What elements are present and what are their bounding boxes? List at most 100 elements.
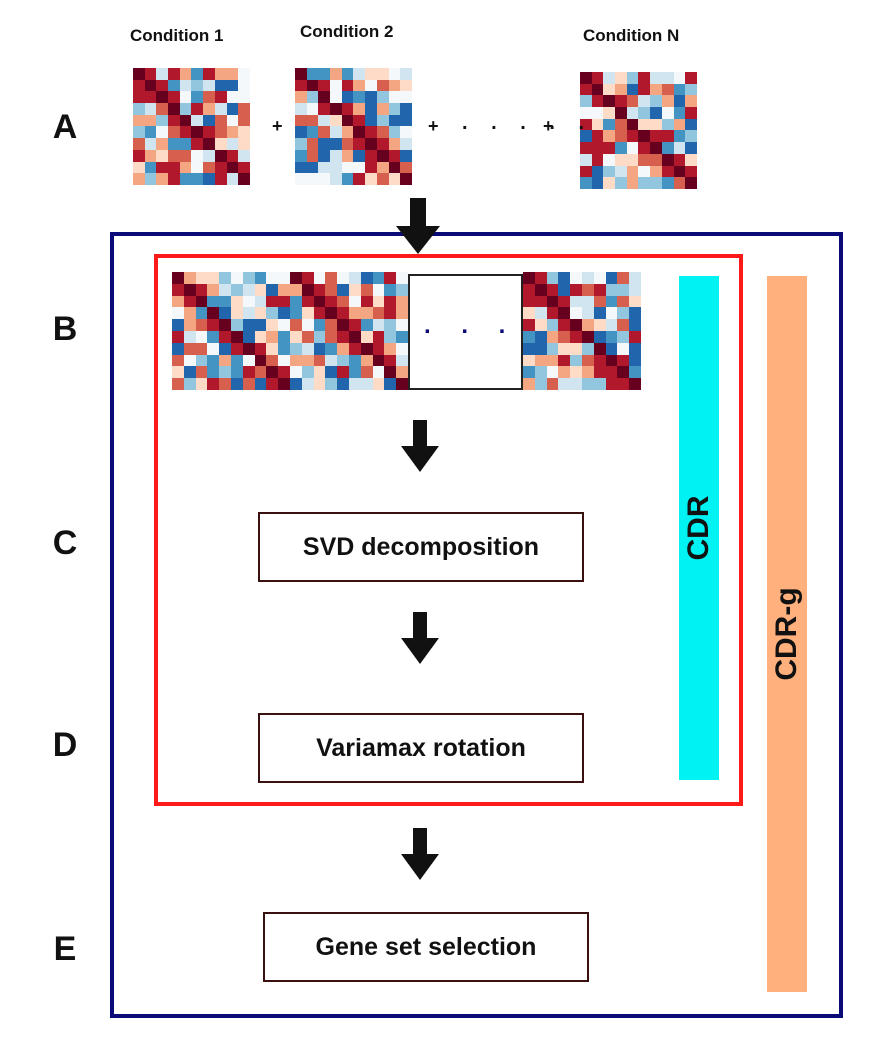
heatmap-cell (685, 142, 697, 154)
heatmap-cell (203, 79, 215, 92)
heatmap-cell (400, 114, 412, 127)
heatmap-cell (306, 161, 319, 174)
heatmap-cell (372, 295, 385, 308)
heatmap-cell (638, 72, 651, 84)
heatmap-cell (341, 91, 354, 104)
heatmap-cell (290, 366, 302, 379)
heatmap-cell (570, 342, 582, 355)
heatmap-cell (615, 83, 627, 96)
heatmap-cell (203, 91, 215, 104)
heatmap-cell (617, 354, 630, 367)
heatmap-cell (605, 272, 618, 284)
heatmap-cell (580, 165, 592, 178)
heatmap-cell (388, 138, 401, 150)
heatmap-cell (523, 354, 535, 367)
heatmap-cell (278, 283, 290, 296)
heatmap-cell (396, 307, 408, 320)
heatmap-cell (615, 118, 627, 131)
heatmap-cell (661, 83, 674, 96)
heatmap-cell (400, 126, 412, 139)
heatmap-cell (203, 126, 215, 139)
heatmap-cell (360, 331, 373, 343)
heatmap-cell (168, 103, 180, 115)
heatmap-cell (582, 272, 594, 284)
heatmap-cell (372, 378, 385, 390)
heatmap-cell (330, 114, 342, 127)
heatmap-cell (337, 378, 349, 390)
ellipsis: . . . . . (462, 112, 594, 134)
heatmap-cell (558, 272, 571, 284)
heatmap-cell (242, 378, 255, 390)
heatmap-cell (376, 91, 389, 104)
heatmap-cell (388, 149, 401, 162)
heatmap-cell (673, 95, 686, 108)
condition-2-label: Condition 2 (300, 22, 394, 41)
heatmap-cell (231, 342, 243, 355)
heatmap-cell (673, 177, 686, 189)
heatmap-cell (266, 366, 279, 379)
heatmap-cell (400, 138, 412, 150)
heatmap-cell (301, 366, 314, 379)
heatmap-cell (626, 83, 639, 96)
varimax-rotation-box: Variamax rotation (258, 713, 584, 783)
heatmap-cell (650, 177, 662, 189)
heatmap-cell (582, 319, 594, 331)
heatmap-cell (325, 295, 338, 308)
heatmap-cell (372, 307, 385, 320)
row-label-e: E (53, 930, 77, 968)
heatmap-cell (337, 307, 349, 320)
heatmap-cell (238, 79, 250, 92)
heatmap-cell (558, 307, 571, 320)
heatmap-cell (168, 161, 180, 174)
heatmap-cell (266, 354, 279, 367)
heatmap-cell (400, 103, 412, 115)
heatmap-cell (661, 107, 674, 119)
heatmap-cell (626, 107, 639, 119)
heatmap-cell (591, 72, 604, 84)
heatmap-cell (290, 272, 302, 284)
heatmap-cell (673, 165, 686, 178)
heatmap-cell (626, 130, 639, 143)
heatmap-cell (629, 331, 641, 343)
heatmap-cell (179, 114, 192, 127)
heatmap-cell (183, 378, 196, 390)
heatmap-cell (534, 295, 547, 308)
heatmap-cell (580, 107, 592, 119)
heatmap-cell (337, 295, 349, 308)
heatmap-cell (306, 138, 319, 150)
heatmap-cell (593, 307, 606, 320)
heatmap-condition-n (580, 72, 697, 189)
heatmap-cell (349, 378, 361, 390)
heatmap-cell (593, 354, 606, 367)
heatmap-cell (242, 283, 255, 296)
heatmap-cell (661, 142, 674, 154)
heatmap-cell (183, 272, 196, 284)
heatmap-cell (318, 79, 331, 92)
heatmap-cell (295, 161, 307, 174)
heatmap-cell (605, 307, 618, 320)
heatmap-cell (325, 272, 338, 284)
heatmap-cell (629, 319, 641, 331)
heatmap-cell (365, 114, 377, 127)
heatmap-cell (318, 138, 331, 150)
heatmap-cell (396, 272, 408, 284)
heatmap-cell (144, 68, 157, 80)
gene-set-selection-box: Gene set selection (263, 912, 589, 982)
heatmap-cell (231, 283, 243, 296)
heatmap-cell (242, 342, 255, 355)
heatmap-cell (325, 366, 338, 379)
heatmap-cell (219, 342, 231, 355)
heatmap-cell (266, 272, 279, 284)
concat-heatmap-2 (290, 272, 408, 390)
heatmap-cell (650, 165, 662, 178)
heatmap-cell (349, 331, 361, 343)
heatmap-cell (626, 153, 639, 166)
outer-frame-cdr-g (110, 232, 843, 1018)
heatmap-cell (365, 103, 377, 115)
heatmap-cell (582, 307, 594, 320)
heatmap-cell (195, 283, 208, 296)
inner-frame-cdr (154, 254, 743, 806)
cdr-bar-label: CDR (682, 495, 715, 561)
heatmap-cell (330, 79, 342, 92)
heatmap-cell (219, 331, 231, 343)
